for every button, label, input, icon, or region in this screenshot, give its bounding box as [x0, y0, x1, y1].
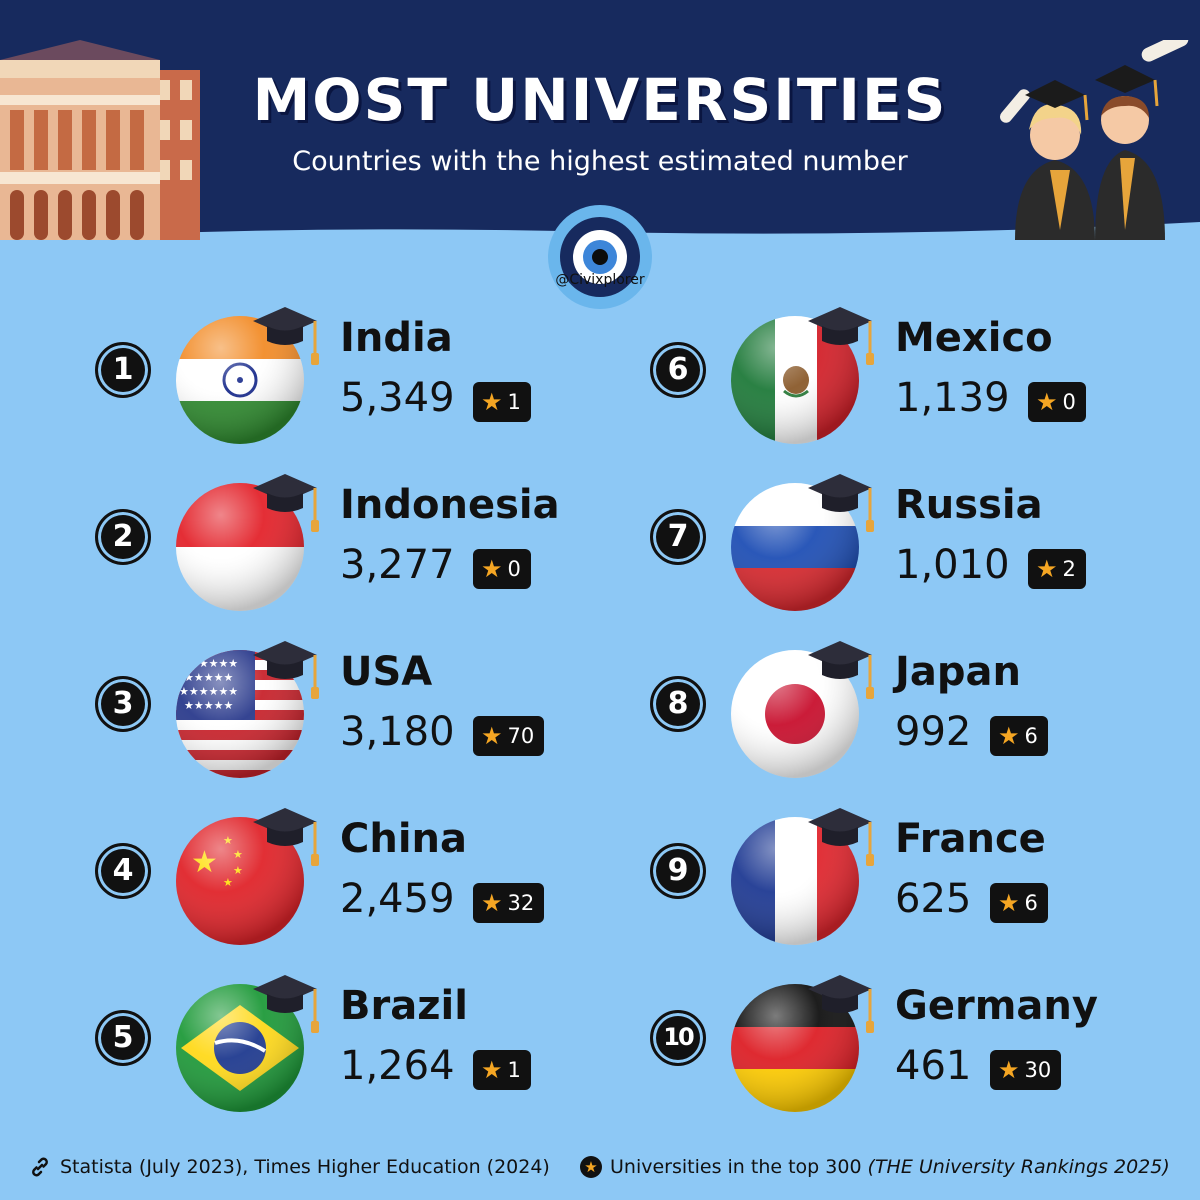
country-name: Mexico [895, 315, 1053, 361]
country-name: China [340, 816, 468, 862]
list-item: 5 Brazil 1,264 ★ 1 [95, 973, 655, 1123]
list-item: 2 Indonesia 3,277 ★ 0 [95, 472, 655, 622]
star-icon: ★ [481, 889, 503, 917]
country-name: Indonesia [340, 482, 560, 528]
top300-badge: ★ 2 [1028, 549, 1086, 589]
graduates-illustration [1000, 40, 1189, 240]
link-icon [32, 1157, 48, 1177]
university-count: 1,264 [340, 1043, 455, 1089]
university-count: 461 [895, 1043, 972, 1089]
list-item: 1 India 5,349 ★ 1 [95, 305, 655, 455]
country-name: USA [340, 649, 433, 695]
legend-text: Universities in the top 300 [610, 1156, 862, 1178]
top300-badge: ★ 1 [473, 1050, 531, 1090]
civixplorer-eye-logo-icon [548, 205, 652, 309]
legend-note: ★ Universities in the top 300 (THE Unive… [580, 1154, 1170, 1180]
brazil-flag-icon [176, 973, 321, 1112]
university-count: 5,349 [340, 375, 455, 421]
university-count: 992 [895, 709, 972, 755]
germany-flag-icon [731, 973, 876, 1112]
social-handle: @Civixplorer [555, 272, 645, 288]
top300-badge: ★ 30 [990, 1050, 1062, 1090]
usa-flag-icon: ★★★★★★ ★★★★★ ★★★★★★ ★★★★★ [176, 639, 321, 778]
country-name: Russia [895, 482, 1043, 528]
star-icon: ★ [998, 1056, 1020, 1084]
top300-badge: ★ 0 [473, 549, 531, 589]
rank-badge: 10 [650, 1010, 706, 1066]
university-count: 1,139 [895, 375, 1010, 421]
star-icon: ★ [481, 555, 503, 583]
university-count: 3,277 [340, 542, 455, 588]
france-flag-icon [731, 806, 876, 945]
star-icon: ★ [580, 1156, 602, 1178]
list-item: 7 Russia 1,010 ★ 2 [650, 472, 1200, 622]
star-icon: ★ [481, 388, 503, 416]
source-text: Statista (July 2023), Times Higher Educa… [60, 1156, 550, 1178]
list-item: 3 ★★★★★★ ★★★★★ ★★★★★★ ★★★★★ USA 3,180 ★7… [95, 639, 655, 789]
india-flag-icon [176, 305, 321, 444]
page-title: MOST UNIVERSITIES [252, 66, 948, 134]
university-count: 2,459 [340, 876, 455, 922]
country-name: Japan [895, 649, 1021, 695]
rank-badge: 3 [95, 676, 151, 732]
list-item: 6 Mexico 1,139 ★ 0 [650, 305, 1200, 455]
rank-badge: 9 [650, 843, 706, 899]
list-item: 10 Germany 461 ★ 30 [650, 973, 1200, 1123]
page-subtitle: Countries with the highest estimated num… [292, 146, 908, 177]
country-name: France [895, 816, 1046, 862]
top300-badge: ★ 70 [473, 716, 545, 756]
source-note: Statista (July 2023), Times Higher Educa… [28, 1154, 550, 1180]
mexico-flag-icon [731, 305, 876, 444]
country-name: Germany [895, 983, 1098, 1029]
star-icon: ★ [998, 889, 1020, 917]
rank-badge: 7 [650, 509, 706, 565]
list-item: 4 ★ ★ ★ ★ ★ China 2,459 ★32 [95, 806, 655, 956]
university-count: 3,180 [340, 709, 455, 755]
university-count: 1,010 [895, 542, 1010, 588]
university-count: 625 [895, 876, 972, 922]
russia-flag-icon [731, 472, 876, 611]
rank-badge: 5 [95, 1010, 151, 1066]
indonesia-flag-icon [176, 472, 321, 611]
rank-badge: 6 [650, 342, 706, 398]
star-icon: ★ [1036, 555, 1058, 583]
country-name: Brazil [340, 983, 468, 1029]
japan-flag-icon [731, 639, 876, 778]
legend-source: (THE University Rankings 2025) [867, 1156, 1170, 1178]
rank-badge: 4 [95, 843, 151, 899]
rank-badge: 8 [650, 676, 706, 732]
star-icon: ★ [1036, 388, 1058, 416]
top300-badge: ★ 0 [1028, 382, 1086, 422]
star-icon: ★ [481, 1056, 503, 1084]
rank-badge: 2 [95, 509, 151, 565]
star-icon: ★ [481, 722, 503, 750]
top300-badge: ★ 6 [990, 716, 1048, 756]
country-name: India [340, 315, 453, 361]
star-icon: ★ [998, 722, 1020, 750]
top300-badge: ★ 6 [990, 883, 1048, 923]
top300-badge: ★ 1 [473, 382, 531, 422]
university-building-illustration [0, 40, 200, 240]
list-item: 8 Japan 992 ★ 6 [650, 639, 1200, 789]
china-flag-icon: ★ ★ ★ ★ ★ [176, 806, 321, 945]
rank-badge: 1 [95, 342, 151, 398]
header-background [0, 0, 1200, 240]
top300-badge: ★ 32 [473, 883, 545, 923]
list-item: 9 France 625 ★ 6 [650, 806, 1200, 956]
